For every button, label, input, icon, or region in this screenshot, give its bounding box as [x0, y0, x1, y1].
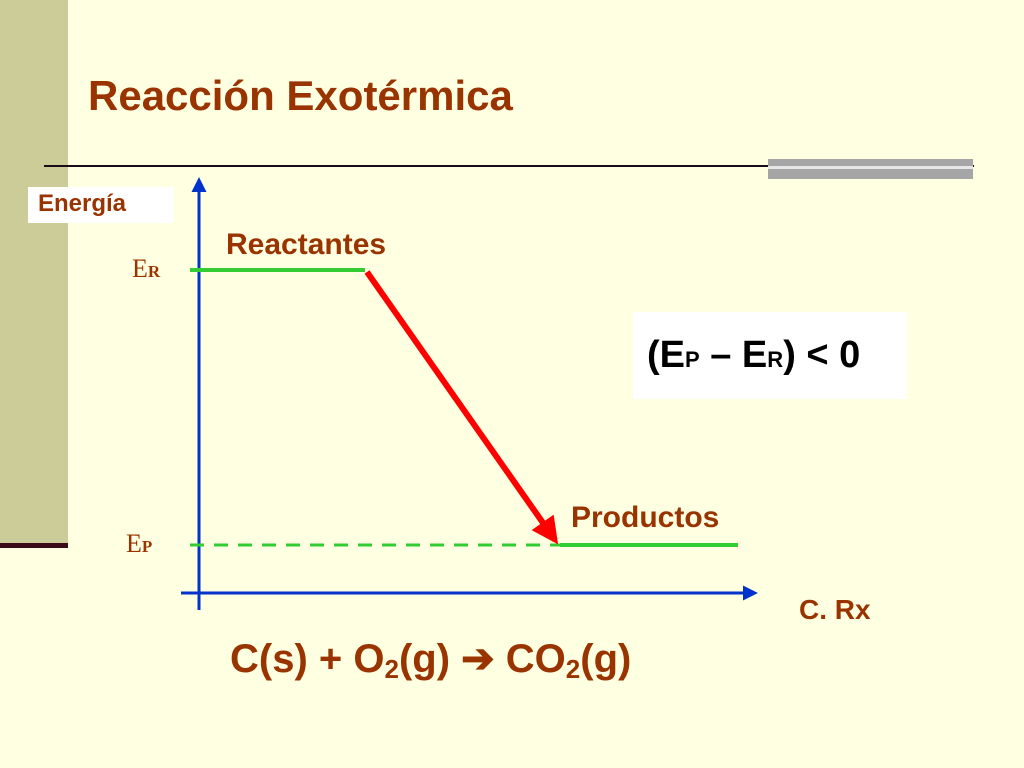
slide-title: Reacción Exotérmica — [88, 72, 513, 119]
er-label-main: E — [132, 254, 148, 283]
delta-minus: – E — [699, 334, 768, 376]
ep-label-main: E — [126, 529, 142, 558]
eq-reactant-c: C(s) — [230, 637, 308, 681]
eq-co2-subscript: 2 — [565, 654, 581, 684]
ep-label: EP — [126, 529, 152, 559]
eq-arrow-icon: ➔ — [461, 637, 495, 681]
reaction-axis-label: C. Rx — [799, 594, 871, 625]
ep-label-sub: P — [141, 537, 153, 556]
products-label: Productos — [571, 501, 720, 534]
er-label: ER — [132, 254, 160, 284]
delta-open: (E — [647, 334, 685, 376]
eq-gas-2: (g) — [580, 637, 632, 681]
delta-lt: < — [795, 334, 840, 376]
reaction-arrow — [364, 270, 559, 545]
title-rule — [44, 165, 974, 167]
energy-axis-label-text: Energía — [38, 190, 127, 217]
reactants-label: Reactantes — [226, 228, 387, 261]
delta-p: P — [685, 347, 700, 372]
delta-close: ) — [783, 334, 796, 376]
side-decor-bar — [0, 0, 68, 545]
eq-plus-o: + O — [307, 637, 385, 681]
title-accent-bar — [768, 159, 973, 179]
eq-gas-1: (g) — [398, 637, 462, 681]
side-decor-line — [0, 543, 68, 548]
delta-r: R — [767, 347, 784, 372]
energy-change-box: (EP – ER) < 0 — [633, 312, 907, 399]
eq-co: CO — [494, 637, 566, 681]
er-label-sub: R — [147, 262, 161, 281]
eq-o2-subscript: 2 — [384, 654, 399, 684]
reaction-equation: C(s) + O2(g) ➔ CO2(g) — [230, 636, 631, 685]
energy-axis-label: Energía — [28, 187, 174, 223]
delta-zero: 0 — [839, 334, 861, 376]
